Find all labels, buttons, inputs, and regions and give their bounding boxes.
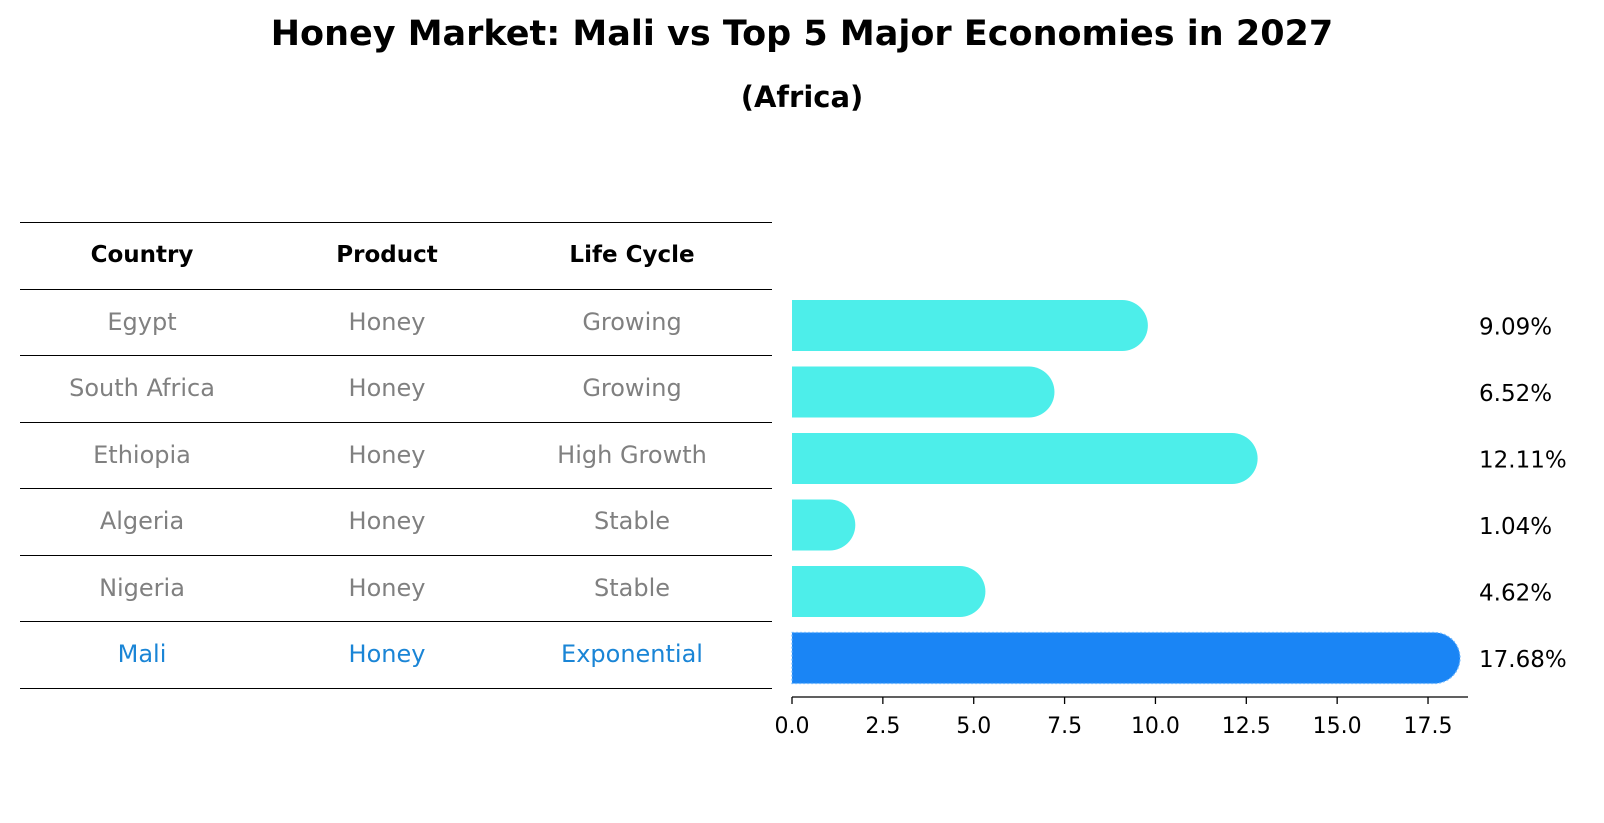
data-label: 1.04% (1479, 514, 1552, 540)
table-rule (20, 222, 772, 223)
cell-product: Honey (348, 374, 426, 403)
cell-life-cycle: Stable (593, 573, 671, 602)
data-label: 9.09% (1479, 315, 1552, 341)
x-tick-label: 0.0 (775, 714, 810, 739)
header-product: Product (336, 242, 438, 269)
cell-country: South Africa (69, 374, 215, 403)
table-rule (20, 355, 772, 356)
table-rule (20, 687, 772, 689)
data-label: 17.68% (1479, 647, 1567, 673)
bar-south-africa (792, 366, 1055, 418)
header-life-cycle: Life Cycle (569, 242, 695, 269)
cell-country: Algeria (99, 507, 185, 536)
cell-product: Honey (348, 640, 426, 669)
data-label: 12.11% (1479, 448, 1567, 474)
cell-life-cycle: Growing (582, 307, 682, 336)
table-rule (20, 554, 772, 556)
x-tick-label: 2.5 (865, 714, 900, 739)
data-label: 4.62% (1479, 581, 1552, 607)
bar-nigeria (792, 566, 986, 617)
x-tick-label: 10.0 (1131, 714, 1180, 739)
x-tick-label: 12.5 (1222, 714, 1271, 739)
bar-algeria (792, 499, 856, 551)
table-rule (20, 621, 772, 622)
table-rule (20, 488, 772, 489)
table-rule (20, 421, 772, 423)
chart-subtitle: (Africa) (740, 80, 864, 114)
cell-country: Egypt (107, 307, 177, 336)
chart-title: Honey Market: Mali vs Top 5 Major Econom… (270, 14, 1334, 54)
header-country: Country (90, 242, 194, 269)
cell-life-cycle: High Growth (557, 440, 707, 469)
cell-life-cycle: Growing (582, 374, 682, 403)
bar-egypt (792, 300, 1148, 351)
cell-product: Honey (348, 507, 426, 536)
bar-highlight-outline (791, 631, 1461, 685)
cell-product: Honey (348, 573, 426, 602)
cell-country: Mali (117, 640, 167, 669)
x-tick-label: 5.0 (956, 714, 991, 739)
cell-life-cycle: Stable (593, 507, 671, 536)
cell-country: Ethiopia (93, 440, 191, 469)
cell-product: Honey (348, 440, 426, 469)
x-tick-label: 15.0 (1313, 714, 1362, 739)
bar-ethiopia (792, 433, 1258, 484)
table-rule (20, 288, 772, 290)
data-label: 6.52% (1479, 381, 1552, 407)
cell-life-cycle: Exponential (561, 640, 703, 669)
x-tick-label: 7.5 (1047, 714, 1082, 739)
cell-product: Honey (348, 307, 426, 336)
x-tick-label: 17.5 (1404, 714, 1453, 739)
cell-country: Nigeria (99, 573, 185, 602)
bar-mali (792, 632, 1461, 684)
